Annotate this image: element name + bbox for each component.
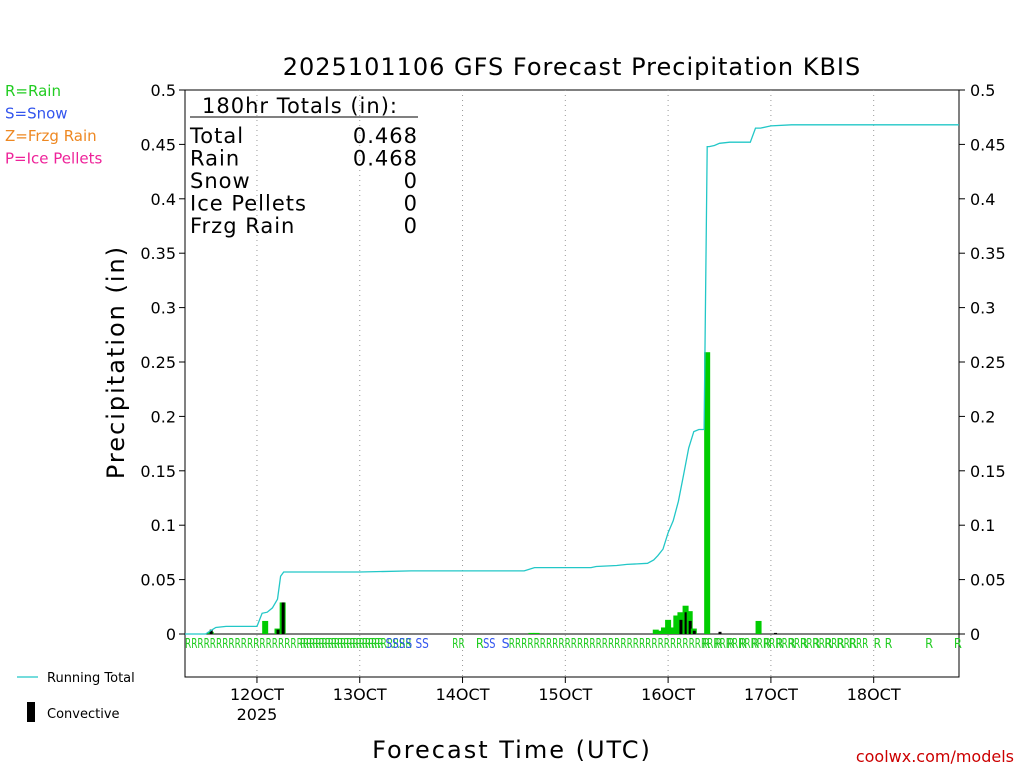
y-tick-label-right: 0.35: [970, 244, 1006, 263]
y-tick-label-left: 0.45: [140, 135, 176, 154]
y-tick-label-left: 0.05: [140, 571, 176, 590]
y-tick-label-left: 0.5: [151, 81, 176, 100]
convective-bar: [774, 632, 778, 634]
plot-frame: [184, 89, 960, 678]
convective-legend-label: Convective: [47, 707, 120, 722]
convective-bar: [276, 629, 280, 634]
y-tick-label-right: 0.2: [970, 407, 995, 426]
legend-ice_pellets: P=Ice Pellets: [5, 150, 102, 168]
y-tick-label-right: 0.3: [970, 299, 995, 318]
precip-type-legend: R=Rain S=Snow Z=Frzg Rain P=Ice Pellets: [5, 82, 102, 168]
y-tick-label-left: 0.15: [140, 462, 176, 481]
y-tick-label-right: 0.5: [970, 81, 995, 100]
y-tick-label-left: 0.25: [140, 353, 176, 372]
y-tick-label-left: 0.1: [151, 516, 176, 535]
x-tick-label: 17OCT: [744, 685, 798, 704]
precip-type-rain: RRR: [300, 637, 319, 652]
totals-row-label: Ice Pellets: [190, 192, 307, 216]
y-axis-title: Precipitation (in): [102, 245, 130, 479]
precip-type-rain: R: [954, 637, 962, 652]
precip-type-rain: RR: [452, 637, 464, 652]
y-tick-label-right: 0.15: [970, 462, 1006, 481]
convective-bar: [281, 602, 285, 634]
precip-bar: [755, 620, 762, 634]
totals-title: 180hr Totals (in):: [202, 94, 398, 118]
totals-row-label: Rain: [190, 147, 240, 171]
precip-bars: [207, 352, 778, 634]
precip-bar: [533, 632, 540, 634]
x-tick-label: 14OCT: [436, 685, 490, 704]
precip-type-rain: R: [925, 637, 933, 652]
totals-row-label: Frzg Rain: [190, 214, 295, 238]
y-tick-label-left: 0.2: [151, 407, 176, 426]
precip-bar: [665, 619, 672, 634]
x-tick-label: 15OCT: [538, 685, 592, 704]
precip-bar: [669, 627, 676, 634]
y-tick-label-right: 0.4: [970, 190, 995, 209]
totals-box: 180hr Totals (in): Total 0.468 Rain 0.468 Sn…: [189, 94, 418, 238]
totals-row-value: 0.468: [353, 147, 418, 171]
precip-bar: [704, 352, 711, 634]
y-tick-label-right: 0.1: [970, 516, 995, 535]
convective-bar: [718, 631, 722, 634]
legend-frzg_rain: Z=Frzg Rain: [5, 127, 97, 145]
y-axis-right: 0 0.05 0.1 0.15 0.2 0.25 0.3 0.35 0.4 0.45 0.5: [959, 81, 1006, 644]
convective-legend-swatch: [27, 702, 35, 722]
y-tick-label-left: 0.3: [151, 299, 176, 318]
precip-type-rain: R R: [874, 637, 893, 652]
precip-bar: [673, 615, 680, 634]
y-tick-label-right: 0.05: [970, 571, 1006, 590]
precip-bar: [652, 629, 659, 634]
credit-text: coolwx.com/models: [856, 747, 1014, 766]
chart-title: 2025101106 GFS Forecast Precipitation KB…: [283, 53, 862, 81]
convective-bar: [209, 629, 213, 634]
convective-bar: [692, 630, 696, 634]
legend-snow: S=Snow: [5, 105, 68, 123]
convective-bar: [688, 620, 692, 634]
precip-bar: [262, 620, 269, 634]
precip-type-row: RRRRRRRRRRRRRRRRRRRRRRRRRRRRRRRRRRR RRRRR…: [185, 637, 962, 652]
totals-row-label: Total: [189, 124, 244, 148]
precip-type-rain: RRRRRRRRRRRRRRRRRRRRRRRRRRRRRRRRRRRRRRRR…: [509, 637, 869, 652]
precip-type-snow: SS: [483, 637, 495, 652]
x-tick-label: 16OCT: [641, 685, 695, 704]
precip-bar: [660, 627, 667, 634]
x-tick-label: 13OCT: [333, 685, 387, 704]
precip-bar: [656, 630, 663, 634]
totals-row-value: 0: [404, 169, 418, 193]
x-axis-title: Forecast Time (UTC): [372, 736, 652, 764]
running-total-line: [185, 124, 959, 635]
running-total-legend-label: Running Total: [47, 671, 135, 686]
y-tick-label-left: 0.4: [151, 190, 176, 209]
y-tick-label-right: 0.25: [970, 353, 1006, 372]
legend-rain: R=Rain: [5, 82, 61, 100]
x-gridlines: [256, 90, 875, 677]
precip-type-snow: SSSS SS: [385, 637, 428, 652]
x-tick-sublabel: 2025: [237, 705, 278, 724]
totals-row-value: 0: [404, 214, 418, 238]
precip-bar: [528, 632, 535, 634]
precip-type-rain: RRRRRRRRRRRRRRR: [319, 637, 412, 652]
precip-type-snow: S: [502, 637, 510, 652]
precip-type-rain: RRRRRRRRRRRRRRRRRRRRRRRRRRRRRRRR: [185, 637, 383, 652]
x-tick-label: 12OCT: [230, 685, 284, 704]
y-axis-left: 0 0.05 0.1 0.15 0.2 0.25 0.3 0.35 0.4 0.45 0.5: [140, 81, 185, 644]
totals-row-value: 0: [404, 192, 418, 216]
y-tick-label-right: 0.45: [970, 135, 1006, 154]
y-tick-label-left: 0.35: [140, 244, 176, 263]
x-tick-label: 18OCT: [847, 685, 901, 704]
convective-bar: [679, 619, 683, 634]
convective-bar: [684, 612, 688, 634]
y-tick-label-right: 0: [970, 625, 980, 644]
y-tick-label-left: 0: [166, 625, 176, 644]
totals-row-value: 0.468: [353, 124, 418, 148]
precip-type-rain: R R R R R R R R R R R R R: [702, 637, 857, 652]
precip-type-rain: R: [476, 637, 484, 652]
totals-row-label: Snow: [190, 169, 251, 193]
